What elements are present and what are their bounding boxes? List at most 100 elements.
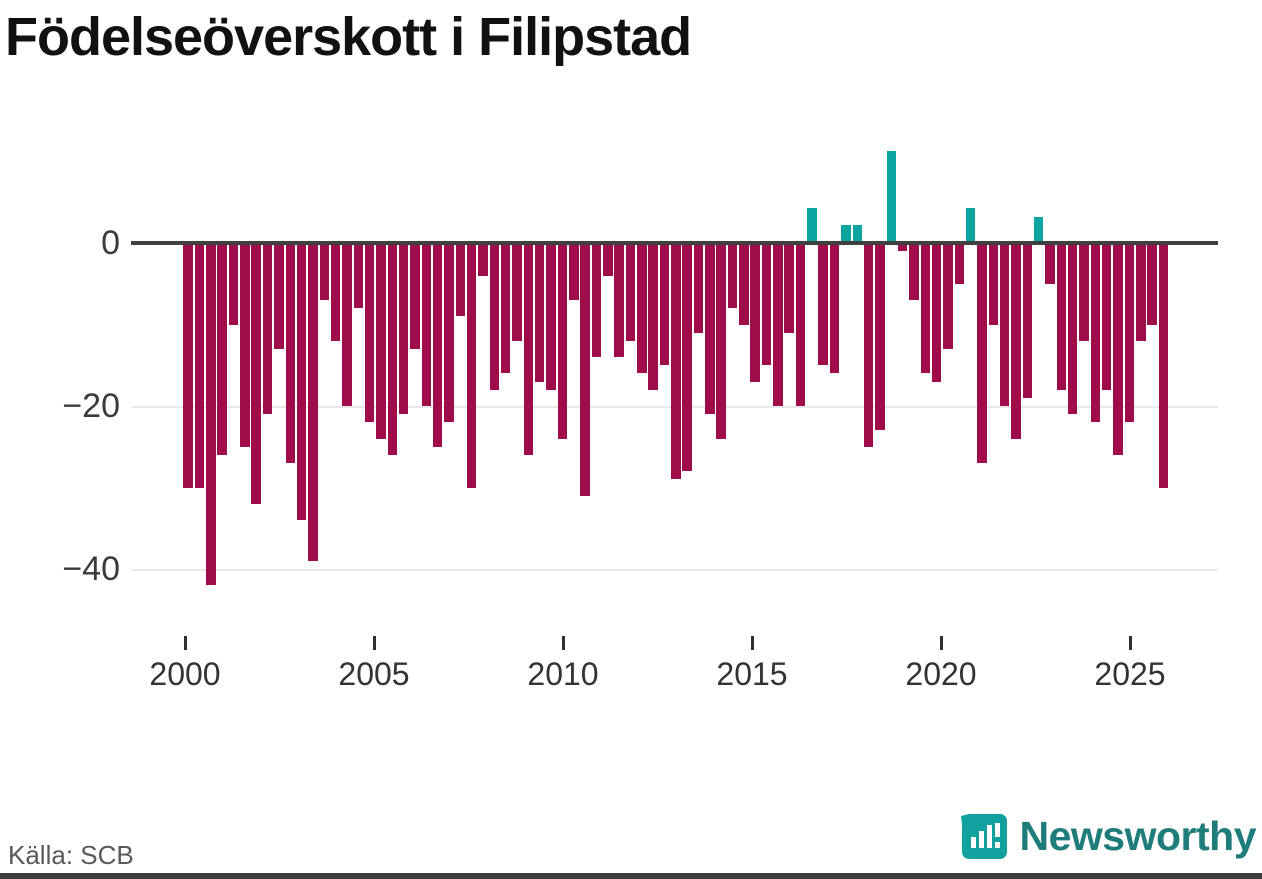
bar-negative	[1011, 245, 1021, 439]
y-axis-label: −20	[62, 387, 120, 425]
bar-negative	[625, 245, 636, 341]
bar-negative	[977, 245, 987, 464]
bar-negative	[342, 245, 352, 406]
x-axis-label: 2010	[527, 656, 599, 692]
bar-positive	[807, 208, 817, 241]
bar-negative	[920, 245, 931, 374]
bar-negative	[931, 245, 942, 382]
bar-negative	[251, 245, 261, 504]
bar-negative	[500, 245, 511, 374]
bar-negative	[421, 245, 432, 406]
bar-negative	[308, 245, 318, 561]
bar-negative	[364, 245, 375, 423]
x-axis-label: 2005	[338, 656, 410, 692]
bar-negative	[773, 245, 783, 406]
bar-negative	[863, 245, 874, 447]
bar-negative	[466, 245, 477, 488]
bar-positive	[852, 224, 862, 241]
bottom-border	[0, 873, 1262, 879]
bar-negative	[523, 245, 534, 455]
bar-negative	[240, 245, 250, 447]
bar-negative	[353, 245, 364, 309]
x-axis-tick	[372, 636, 376, 650]
bar-negative	[705, 245, 715, 415]
bar-positive	[841, 224, 851, 241]
x-axis-tick	[939, 636, 943, 650]
bar-negative	[319, 245, 330, 301]
bar-negative	[954, 245, 965, 284]
gridline--40	[131, 569, 1218, 571]
source-label: Källa: SCB	[8, 840, 134, 870]
bar-negative	[228, 245, 239, 325]
brand-logo: Newsworthy	[960, 810, 1257, 862]
bar-negative	[1158, 245, 1169, 488]
x-axis-tick	[750, 636, 754, 650]
bar-negative	[1124, 245, 1135, 423]
zero-axis-line	[131, 241, 1218, 245]
bar-negative	[546, 245, 556, 390]
bar-negative	[296, 245, 307, 521]
bar-negative	[739, 245, 749, 325]
bar-positive	[965, 208, 976, 241]
bar-negative	[761, 245, 772, 366]
bar-negative	[206, 245, 216, 586]
bar-negative	[1056, 245, 1067, 390]
x-axis-tick	[561, 636, 565, 650]
bar-negative	[512, 245, 522, 341]
bar-negative	[727, 245, 738, 309]
bar-positive	[886, 151, 897, 241]
bar-negative	[387, 245, 398, 455]
bar-negative	[478, 245, 488, 276]
bar-negative	[557, 245, 568, 439]
bar-negative	[1079, 245, 1089, 341]
bar-negative	[489, 245, 500, 390]
bar-negative	[999, 245, 1010, 406]
x-axis-tick	[1128, 636, 1132, 650]
bar-negative	[330, 245, 341, 341]
bar-negative	[1045, 245, 1055, 284]
bar-negative	[217, 245, 227, 455]
bar-negative	[671, 245, 681, 480]
bar-negative	[1136, 245, 1146, 341]
x-axis-label: 2025	[1094, 656, 1166, 692]
bar-negative	[1113, 245, 1123, 455]
bar-positive	[1033, 216, 1044, 241]
bar-negative	[750, 245, 760, 382]
bar-negative	[398, 245, 409, 415]
x-axis-tick	[183, 636, 187, 650]
bar-negative	[410, 245, 420, 349]
bar-negative	[1147, 245, 1157, 325]
bar-negative	[285, 245, 295, 464]
bar-negative	[591, 245, 602, 358]
bar-negative	[274, 245, 284, 349]
y-axis-label: −40	[62, 550, 120, 588]
bar-negative	[943, 245, 953, 349]
bar-negative	[829, 245, 840, 374]
chart-title: Födelseöverskott i Filipstad	[5, 7, 692, 67]
bar-negative	[444, 245, 454, 423]
bar-negative	[1022, 245, 1033, 398]
newsworthy-icon	[960, 813, 1007, 859]
brand-wordmark: Newsworthy	[1019, 812, 1257, 859]
bar-negative	[603, 245, 613, 276]
y-axis-label: 0	[101, 224, 120, 262]
bar-negative	[648, 245, 658, 390]
bar-negative	[875, 245, 885, 431]
bar-negative	[194, 245, 205, 488]
bar-negative	[455, 245, 466, 317]
bar-negative	[897, 245, 908, 252]
bar-negative	[580, 245, 590, 496]
bar-negative	[183, 245, 193, 488]
bar-negative	[1090, 245, 1101, 423]
bar-negative	[376, 245, 386, 439]
x-axis-label: 2000	[149, 656, 221, 692]
bar-negative	[716, 245, 726, 439]
bar-negative	[988, 245, 999, 325]
bar-negative	[432, 245, 443, 447]
x-axis-label: 2015	[716, 656, 788, 692]
bar-negative	[693, 245, 704, 333]
bar-negative	[909, 245, 919, 301]
bar-negative	[795, 245, 806, 406]
